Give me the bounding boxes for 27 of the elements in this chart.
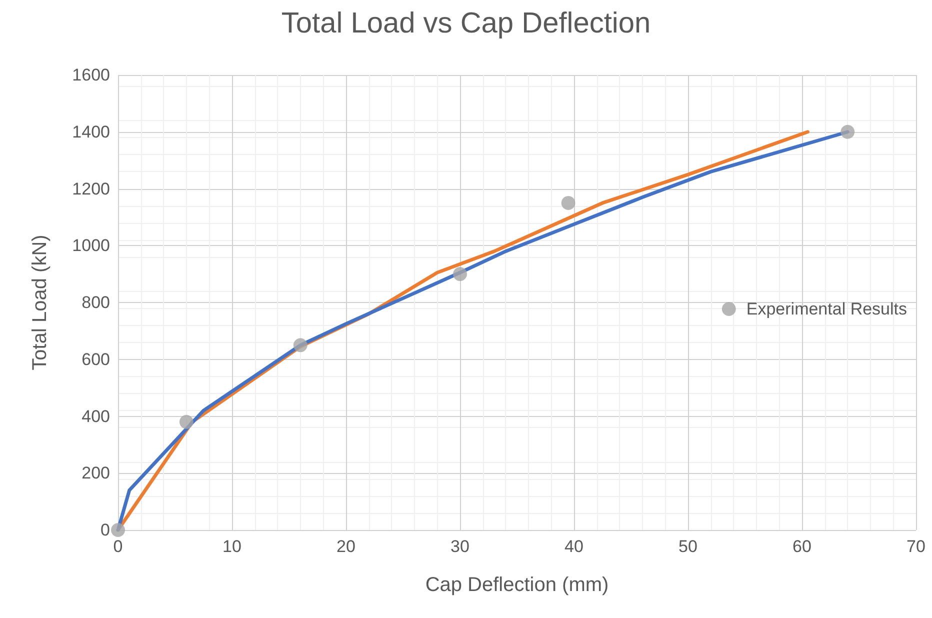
x-tick-label: 0: [113, 537, 123, 556]
x-tick-label: 50: [678, 537, 698, 556]
point: [293, 338, 308, 352]
point: [453, 267, 467, 282]
point: [840, 124, 855, 139]
y-tick-label: 400: [82, 406, 110, 426]
y-tick-label: 800: [82, 293, 110, 312]
x-tick-label: 70: [906, 537, 926, 556]
point: [111, 523, 125, 537]
x-tick-label: 30: [450, 537, 470, 556]
chart-title: Total Load vs Cap Deflection: [281, 8, 651, 40]
x-axis-title: Cap Deflection (mm): [425, 574, 609, 596]
legend-label: Experimental Results: [746, 300, 908, 318]
x-tick-label: 20: [336, 537, 356, 556]
point: [561, 196, 576, 210]
x-tick-label: 40: [564, 537, 584, 556]
y-tick-label: 1400: [72, 122, 110, 142]
y-tick-label: 1200: [72, 179, 110, 198]
y-tick-label: 1000: [72, 236, 110, 256]
y-tick-label: 200: [82, 464, 110, 483]
y-tick-label: 1600: [72, 66, 110, 84]
y-tick-label: 0: [100, 520, 110, 540]
y-axis-title: Total Load (kN): [29, 234, 51, 370]
y-tick-label: 600: [82, 350, 110, 369]
x-tick-label: 10: [222, 537, 242, 556]
x-tick-label: 60: [792, 537, 812, 556]
point: [179, 414, 194, 429]
